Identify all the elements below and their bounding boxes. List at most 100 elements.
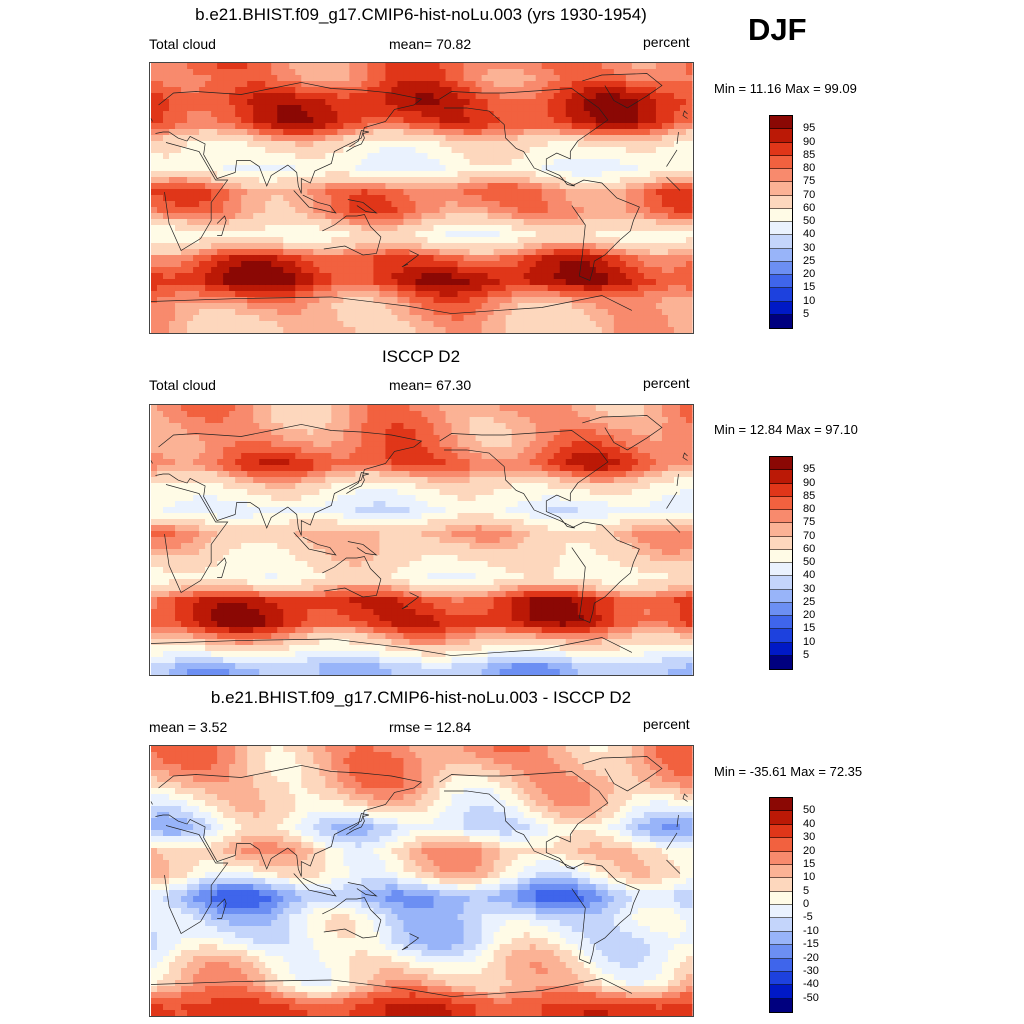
field-cell [463, 266, 471, 274]
field-cell [229, 134, 236, 142]
field-cell [499, 122, 507, 130]
field-cell [487, 129, 495, 136]
field-cell [517, 273, 525, 280]
field-cell [661, 296, 669, 304]
field-cell [391, 117, 399, 124]
field-cell [625, 417, 633, 424]
field-cell [241, 129, 248, 136]
field-cell [265, 200, 272, 208]
field-cell [229, 291, 236, 298]
field-cell [421, 410, 429, 418]
field-cell [253, 111, 260, 118]
field-cell [223, 320, 230, 328]
field-cell [373, 153, 381, 160]
field-cell [601, 165, 609, 172]
field-cell [559, 63, 567, 70]
field-cell [553, 207, 561, 214]
field-cell [229, 284, 236, 292]
field-cell [511, 165, 519, 172]
field-cell [619, 183, 627, 190]
field-cell [151, 320, 158, 328]
field-cell [661, 117, 669, 124]
field-cell [493, 146, 501, 154]
field-cell [265, 242, 272, 250]
field-cell [199, 104, 206, 112]
field-cell [331, 111, 338, 118]
field-cell [535, 87, 543, 94]
field-cell [217, 410, 224, 418]
field-cell [589, 92, 597, 100]
field-cell [403, 273, 411, 280]
field-cell [343, 171, 350, 178]
field-cell [373, 99, 381, 106]
field-cell [613, 315, 621, 322]
field-cell [655, 219, 663, 226]
field-cell [445, 429, 453, 436]
field-cell [373, 242, 381, 250]
field-cell [667, 284, 675, 292]
field-cell [343, 176, 350, 184]
field-cell [433, 446, 441, 454]
field-cell [211, 459, 218, 466]
field-cell [385, 405, 393, 412]
field-cell [439, 284, 447, 292]
field-cell [481, 80, 489, 88]
field-cell [295, 153, 302, 160]
field-cell [463, 122, 471, 130]
field-cell [613, 171, 621, 178]
field-cell [673, 254, 681, 262]
field-cell [643, 195, 651, 202]
field-cell [565, 296, 573, 304]
field-cell [487, 87, 495, 94]
field-cell [319, 279, 326, 286]
field-cell [631, 141, 639, 148]
field-cell [265, 225, 272, 232]
field-cell [157, 225, 164, 232]
field-cell [451, 284, 459, 292]
field-cell [499, 261, 507, 268]
field-cell [583, 446, 591, 454]
field-cell [613, 117, 621, 124]
field-cell [217, 92, 224, 100]
field-cell [193, 230, 200, 238]
field-cell [181, 237, 188, 244]
field-cell [295, 117, 302, 124]
field-cell [571, 249, 579, 256]
field-cell [175, 327, 182, 333]
field-cell [553, 230, 561, 238]
field-cell [505, 158, 513, 166]
colorbar-swatch [770, 208, 792, 222]
field-cell [475, 459, 483, 466]
field-cell [301, 279, 308, 286]
field-cell [241, 200, 248, 208]
field-cell [157, 75, 164, 82]
field-cell [325, 429, 332, 436]
field-cell [451, 141, 459, 148]
field-cell [229, 441, 236, 448]
field-cell [151, 291, 158, 298]
field-cell [481, 141, 489, 148]
field-cell [319, 308, 326, 316]
field-cell [367, 249, 375, 256]
field-cell [253, 249, 260, 256]
field-cell [631, 291, 639, 298]
field-cell [493, 405, 501, 412]
field-cell [169, 417, 176, 424]
field-cell [463, 237, 471, 244]
field-cell [151, 279, 158, 286]
field-cell [649, 303, 657, 310]
field-cell [619, 417, 627, 424]
field-cell [571, 279, 579, 286]
field-cell [271, 446, 278, 454]
field-cell [253, 92, 260, 100]
field-cell [577, 237, 585, 244]
field-cell [577, 183, 585, 190]
field-cell [457, 249, 465, 256]
field-cell [481, 266, 489, 274]
field-cell [553, 99, 561, 106]
field-cell [301, 429, 308, 436]
field-cell [403, 146, 411, 154]
field-cell [631, 296, 639, 304]
field-cell [289, 171, 296, 178]
field-cell [529, 273, 537, 280]
